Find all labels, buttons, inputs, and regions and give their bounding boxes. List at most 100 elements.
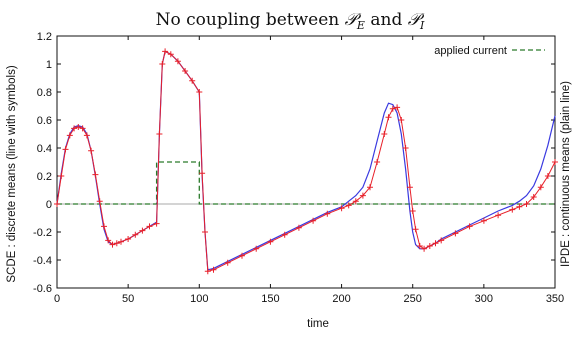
x-axis-label: time [307, 318, 329, 330]
title-conjunction: and [365, 10, 408, 30]
discrete-point-marker [159, 61, 166, 67]
plot-area: 0 50 100 150 200 250 300 350 -0.6 -0.4 -0.2 0 0.2 0.4… [33, 31, 564, 305]
applied-current-series [57, 161, 555, 205]
y-tick-label: 0.4 [37, 143, 52, 155]
legend-label-applied-current: applied current [434, 45, 507, 57]
discrete-point-marker [516, 203, 523, 210]
discrete-point-marker [295, 224, 302, 231]
discrete-point-marker [88, 147, 95, 154]
discrete-point-marker [530, 194, 537, 200]
discrete-point-marker [495, 212, 502, 219]
discrete-point-marker [58, 173, 65, 179]
discrete-point-marker [412, 226, 419, 233]
discrete-point-marker [210, 266, 217, 273]
discrete-point-marker [182, 68, 189, 74]
discrete-point-marker [105, 237, 112, 244]
discrete-point-marker [544, 173, 551, 179]
discrete-point-marker [132, 231, 139, 238]
discrete-point-marker [92, 171, 99, 178]
discrete-point-marker [83, 132, 90, 139]
y-tick-label: 0.2 [37, 171, 52, 183]
discrete-point-marker [426, 243, 433, 249]
discrete-point-marker [409, 208, 416, 214]
x-tick-label: 200 [332, 293, 350, 305]
discrete-point-marker [421, 245, 428, 252]
x-tick-label: 0 [54, 293, 60, 305]
discrete-point-marker [381, 131, 388, 137]
title-prefix: No coupling between [156, 10, 345, 30]
x-tick-label: 100 [190, 293, 208, 305]
x-tick-label: 50 [122, 293, 134, 305]
chart-title: No coupling between 𝒫E and 𝒫I [156, 10, 425, 32]
discrete-point-marker [394, 104, 401, 111]
y-tick-label: -0.6 [33, 283, 52, 295]
discrete-point-marker [156, 131, 163, 137]
discrete-means-series [56, 50, 556, 272]
discrete-point-marker [202, 229, 208, 235]
title-subscript-2: I [419, 19, 425, 32]
discrete-point-marker [167, 51, 174, 58]
discrete-point-marker [66, 132, 73, 139]
y-tick-label: 0.8 [37, 87, 52, 99]
discrete-point-marker [281, 231, 288, 238]
discrete-point-marker [62, 146, 69, 153]
discrete-point-marker [345, 202, 352, 209]
discrete-point-marker [552, 159, 558, 165]
discrete-point-marker [509, 206, 516, 213]
discrete-point-marker [432, 240, 439, 247]
y-tick-label: 0 [46, 199, 52, 211]
discrete-point-marker [199, 170, 206, 177]
discrete-point-marker [54, 201, 60, 207]
discrete-point-marker [416, 243, 423, 249]
discrete-point-marker [452, 230, 459, 237]
y-tick-label: 1.2 [37, 31, 52, 43]
discrete-point-marker [389, 105, 396, 112]
discrete-point-marker [113, 240, 120, 247]
discrete-point-marker [239, 252, 245, 259]
discrete-point-marker [196, 89, 203, 95]
discrete-point-marker [174, 58, 181, 65]
discrete-point-marker [267, 238, 274, 245]
y-tick-label: -0.2 [33, 227, 52, 239]
discrete-point-marker [438, 237, 445, 244]
discrete-point-marker [398, 117, 405, 123]
discrete-point-marker [537, 184, 544, 191]
y-tick-label: 0.6 [37, 115, 52, 127]
discrete-point-marker [385, 114, 392, 121]
plot-frame [56, 35, 556, 289]
x-tick-label: 300 [475, 293, 493, 305]
discrete-point-marker [310, 217, 317, 224]
y-axis-label-left: SCDE : discrete means (line with symbols… [6, 65, 18, 282]
title-subscript-1: E [356, 19, 365, 32]
y-axis-label-right: IPDE : continuous means (plain line) [560, 81, 572, 267]
discrete-point-marker [253, 245, 260, 252]
discrete-point-marker [480, 217, 487, 224]
discrete-point-marker [523, 201, 530, 207]
discrete-point-marker [153, 220, 160, 227]
y-tick-label: 1 [46, 59, 52, 71]
discrete-point-marker [109, 241, 116, 248]
discrete-point-marker [146, 223, 153, 230]
discrete-point-marker [374, 159, 381, 165]
discrete-point-marker [162, 48, 169, 55]
y-tick-label: -0.4 [33, 255, 52, 267]
discrete-point-marker [96, 198, 103, 205]
x-tick-label: 250 [404, 293, 422, 305]
x-tick-label: 150 [261, 293, 279, 305]
discrete-point-marker [118, 238, 124, 245]
discrete-point-marker [324, 210, 331, 217]
discrete-point-marker [466, 223, 473, 230]
discrete-point-marker [367, 184, 373, 191]
discrete-point-marker [125, 236, 132, 242]
discrete-point-marker [359, 192, 366, 199]
discrete-point-marker [224, 259, 231, 266]
x-tick-label: 350 [546, 293, 564, 305]
discrete-point-marker [352, 198, 359, 205]
discrete-point-marker [402, 145, 409, 151]
discrete-point-marker [75, 124, 82, 130]
discrete-point-marker [71, 125, 78, 132]
discrete-point-marker [204, 268, 211, 275]
discrete-point-marker [406, 184, 413, 191]
discrete-point-marker [79, 125, 86, 132]
